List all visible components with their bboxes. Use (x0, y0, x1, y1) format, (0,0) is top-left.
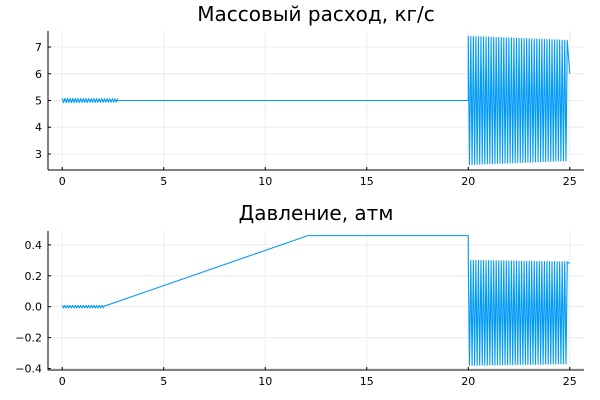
x-tick-label: 10 (258, 375, 272, 388)
y-tick-label: 3 (35, 148, 42, 161)
x-tick-label: 15 (360, 175, 374, 188)
series-line-1 (61, 235, 571, 366)
x-tick-label: 5 (160, 175, 167, 188)
x-tick-label: 0 (59, 375, 66, 388)
y-tick-label: 6 (35, 68, 42, 81)
chart-title: Давление, атм (239, 201, 394, 225)
y-tick-label: 0.2 (25, 270, 43, 283)
x-tick-label: 10 (258, 175, 272, 188)
y-tick-label: 0.0 (25, 301, 43, 314)
x-tick-label: 20 (461, 375, 475, 388)
x-tick-label: 25 (563, 175, 577, 188)
y-tick-label: 5 (35, 95, 42, 108)
chart-panel-1: 0 5 10 15 20 25 3 4 5 6 7 Массовый расход, кг/с (35, 2, 584, 188)
y-tick-label: −0.2 (15, 332, 42, 345)
y-tick-label: 4 (35, 121, 42, 134)
x-tick-label: 25 (563, 375, 577, 388)
chart-panel-2: 0 5 10 15 20 25 −0.4 −0.2 0.0 0.2 0.4 Давление, атм (15, 201, 584, 388)
chart-title: Массовый расход, кг/с (197, 2, 435, 26)
series-line-1 (61, 35, 571, 166)
x-tick-label: 20 (461, 175, 475, 188)
y-tick-label: 0.4 (25, 239, 43, 252)
y-tick-label: 7 (35, 41, 42, 54)
x-tick-label: 5 (160, 375, 167, 388)
x-tick-label: 15 (360, 375, 374, 388)
y-tick-label: −0.4 (15, 362, 42, 375)
x-tick-label: 0 (59, 175, 66, 188)
